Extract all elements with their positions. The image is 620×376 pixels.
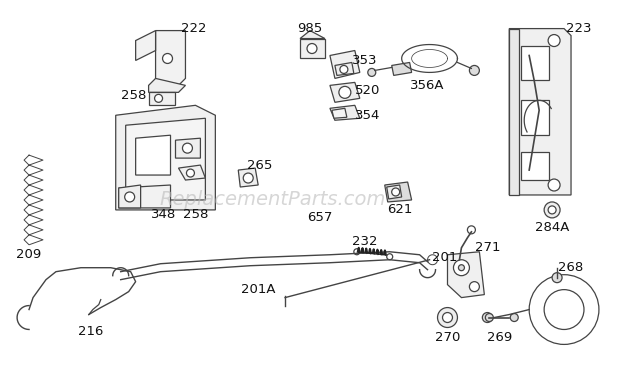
Polygon shape xyxy=(136,30,156,61)
Polygon shape xyxy=(392,62,412,76)
Text: 268: 268 xyxy=(559,261,583,274)
Polygon shape xyxy=(387,185,402,199)
Polygon shape xyxy=(330,82,360,102)
Polygon shape xyxy=(300,39,325,59)
Text: 216: 216 xyxy=(78,325,104,338)
Polygon shape xyxy=(175,138,200,158)
Text: 284A: 284A xyxy=(535,221,569,234)
Text: 223: 223 xyxy=(566,22,591,35)
Circle shape xyxy=(443,312,453,323)
Text: 356A: 356A xyxy=(410,79,445,92)
Text: 232: 232 xyxy=(352,235,378,248)
Circle shape xyxy=(453,260,469,276)
Circle shape xyxy=(162,53,172,64)
Circle shape xyxy=(125,192,135,202)
Circle shape xyxy=(469,282,479,292)
Polygon shape xyxy=(126,118,205,200)
Circle shape xyxy=(340,65,348,73)
Circle shape xyxy=(307,44,317,53)
Circle shape xyxy=(548,206,556,214)
Polygon shape xyxy=(156,30,185,85)
Polygon shape xyxy=(136,135,170,175)
Polygon shape xyxy=(300,30,325,39)
Text: 258: 258 xyxy=(183,208,208,221)
Circle shape xyxy=(552,273,562,283)
Text: 271: 271 xyxy=(474,241,500,254)
Polygon shape xyxy=(335,62,354,76)
Circle shape xyxy=(529,275,599,344)
Text: 348: 348 xyxy=(151,208,176,221)
Text: 520: 520 xyxy=(355,84,381,97)
Polygon shape xyxy=(149,79,185,92)
Text: 201A: 201A xyxy=(241,283,275,296)
Circle shape xyxy=(548,179,560,191)
Circle shape xyxy=(339,86,351,99)
Circle shape xyxy=(482,312,492,323)
Polygon shape xyxy=(509,29,571,195)
Circle shape xyxy=(469,65,479,76)
Polygon shape xyxy=(118,185,170,208)
Circle shape xyxy=(467,226,476,234)
Text: 270: 270 xyxy=(435,331,460,344)
Circle shape xyxy=(548,35,560,47)
Circle shape xyxy=(510,314,518,321)
Text: 265: 265 xyxy=(247,159,273,171)
Bar xyxy=(521,45,549,80)
Bar xyxy=(521,100,549,135)
Text: 985: 985 xyxy=(298,22,322,35)
Polygon shape xyxy=(179,165,205,180)
Polygon shape xyxy=(330,50,360,79)
Text: 269: 269 xyxy=(487,331,512,344)
Text: ReplacementParts.com: ReplacementParts.com xyxy=(160,190,386,209)
Text: 353: 353 xyxy=(352,54,378,67)
Text: 209: 209 xyxy=(16,248,42,261)
Circle shape xyxy=(154,94,162,102)
Text: 222: 222 xyxy=(180,22,206,35)
Bar xyxy=(521,152,549,180)
Polygon shape xyxy=(118,185,141,208)
Text: 354: 354 xyxy=(355,109,381,122)
Polygon shape xyxy=(116,105,215,210)
Polygon shape xyxy=(238,168,258,187)
Circle shape xyxy=(243,173,253,183)
Text: 621: 621 xyxy=(387,203,412,217)
Circle shape xyxy=(187,169,195,177)
Text: 258: 258 xyxy=(121,89,146,102)
Text: 657: 657 xyxy=(308,211,333,224)
Circle shape xyxy=(544,202,560,218)
Circle shape xyxy=(544,290,584,329)
Circle shape xyxy=(368,68,376,76)
Circle shape xyxy=(485,314,494,321)
Polygon shape xyxy=(448,252,484,297)
Polygon shape xyxy=(385,182,412,202)
Circle shape xyxy=(182,143,192,153)
Text: 201: 201 xyxy=(432,251,457,264)
Circle shape xyxy=(458,265,464,271)
Circle shape xyxy=(438,308,458,327)
Circle shape xyxy=(387,254,392,260)
Polygon shape xyxy=(330,105,360,120)
Polygon shape xyxy=(332,108,347,118)
Circle shape xyxy=(354,249,360,255)
Polygon shape xyxy=(509,29,519,195)
Polygon shape xyxy=(149,92,175,105)
Circle shape xyxy=(392,188,400,196)
